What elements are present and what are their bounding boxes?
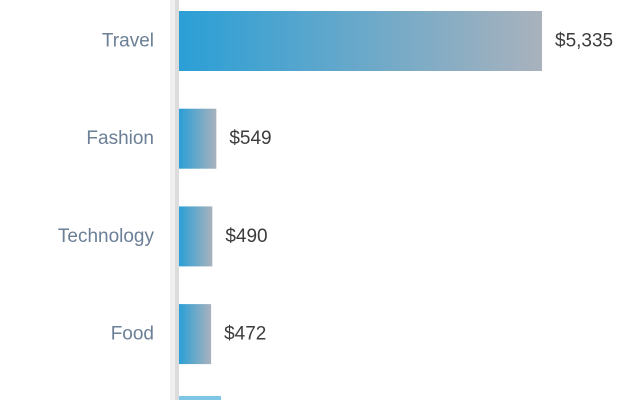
bar-fashion bbox=[179, 108, 217, 169]
category-label-travel: Travel bbox=[102, 31, 154, 52]
bars-layer: Travel $5,335 Fashion $549 Technology $490 Foo… bbox=[58, 11, 613, 365]
bar-travel bbox=[179, 11, 542, 71]
category-label-technology: Technology bbox=[58, 226, 155, 247]
category-label-fashion: Fashion bbox=[86, 128, 154, 149]
category-label-food: Food bbox=[111, 324, 154, 345]
axis-shadow bbox=[170, 0, 178, 400]
bar-technology bbox=[179, 206, 213, 267]
value-label-fashion: $549 bbox=[229, 128, 271, 149]
value-label-technology: $490 bbox=[225, 226, 267, 247]
value-label-food: $472 bbox=[224, 324, 266, 345]
y-axis-line bbox=[175, 0, 179, 400]
bar-food bbox=[179, 304, 212, 365]
value-label-travel: $5,335 bbox=[555, 31, 613, 52]
partial-bar-offscreen bbox=[179, 396, 221, 400]
